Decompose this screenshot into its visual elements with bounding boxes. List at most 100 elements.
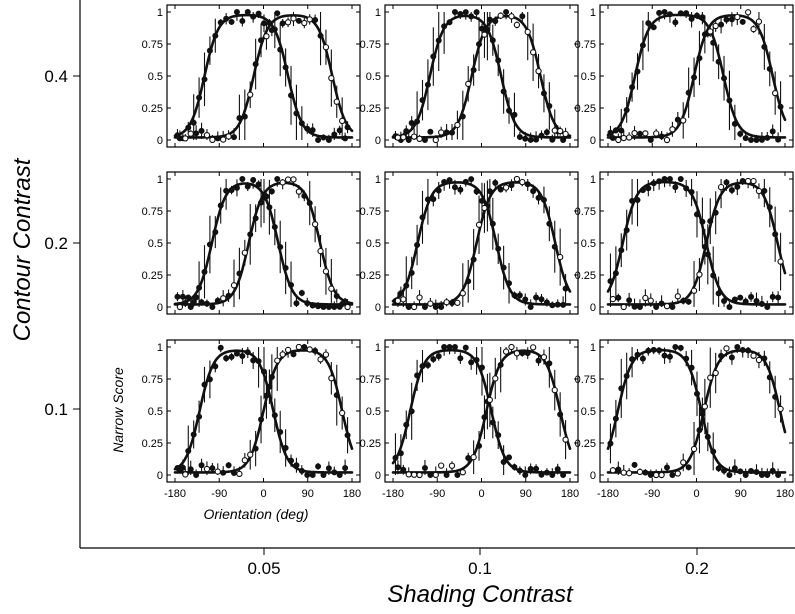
data-point xyxy=(609,295,617,303)
data-point xyxy=(239,175,246,182)
data-point xyxy=(615,294,622,301)
data-point xyxy=(427,128,434,135)
data-point xyxy=(468,359,475,366)
data-point xyxy=(446,343,453,350)
data-point xyxy=(325,303,332,310)
data-point xyxy=(465,278,472,285)
data-point xyxy=(271,412,278,419)
data-point xyxy=(282,264,289,271)
data-point xyxy=(554,301,561,308)
data-point xyxy=(451,343,458,350)
data-point xyxy=(462,178,469,185)
data-point xyxy=(344,124,351,131)
data-point xyxy=(500,264,507,271)
data-point xyxy=(513,350,521,357)
panel-y-tick-label: 0.25 xyxy=(142,103,163,115)
panel-y-tick-label: 1 xyxy=(157,174,163,186)
data-point xyxy=(562,285,569,292)
data-point xyxy=(500,458,507,465)
data-point xyxy=(185,124,192,131)
data-point xyxy=(620,469,627,476)
data-point xyxy=(190,431,197,438)
data-point xyxy=(408,269,415,276)
data-point xyxy=(470,256,477,263)
data-point xyxy=(408,120,415,127)
fit-curve-b xyxy=(173,349,354,474)
data-point xyxy=(562,436,569,443)
outer-y-tick-label: 0.2 xyxy=(44,234,68,253)
data-point xyxy=(664,464,671,471)
panel-y-tick-label: 0.5 xyxy=(148,406,163,418)
data-point xyxy=(344,432,351,439)
data-point xyxy=(475,221,483,228)
data-point xyxy=(312,347,319,354)
data-point xyxy=(454,299,461,306)
data-point xyxy=(312,16,319,23)
panel-y-tick-label: 0.75 xyxy=(142,39,163,51)
data-point xyxy=(718,352,725,359)
data-point xyxy=(688,189,695,196)
panel-y-tick-label: 0.75 xyxy=(360,374,381,386)
data-point xyxy=(634,68,641,75)
data-point xyxy=(478,197,485,204)
data-point xyxy=(620,303,627,311)
data-point xyxy=(737,130,744,137)
data-point xyxy=(333,392,340,399)
data-point xyxy=(557,127,564,135)
data-point xyxy=(454,471,461,478)
data-point xyxy=(209,303,216,310)
data-point xyxy=(435,37,442,44)
data-point xyxy=(468,13,475,20)
data-point xyxy=(333,98,340,105)
data-point xyxy=(187,303,194,310)
data-point xyxy=(419,97,426,104)
data-point xyxy=(712,22,719,30)
data-point xyxy=(533,465,540,472)
data-point xyxy=(247,451,254,458)
data-point xyxy=(255,10,262,17)
data-point xyxy=(233,350,240,357)
panel-y-tick-label: 0.5 xyxy=(366,406,381,418)
data-point xyxy=(230,282,238,289)
data-point xyxy=(753,136,760,143)
data-point xyxy=(301,343,308,350)
data-point xyxy=(448,462,456,469)
panel-x-tick-label: 90 xyxy=(735,488,747,500)
data-point xyxy=(739,177,746,184)
data-point xyxy=(508,343,515,351)
panel-x-tick-label: -180 xyxy=(597,488,619,500)
data-point xyxy=(295,188,303,195)
data-point xyxy=(758,300,765,307)
data-point xyxy=(540,353,548,361)
data-point xyxy=(642,469,649,476)
data-point xyxy=(731,465,738,472)
data-point xyxy=(295,343,303,351)
data-point xyxy=(239,352,246,359)
data-point xyxy=(333,292,340,299)
data-point xyxy=(527,465,534,472)
data-point xyxy=(421,464,428,471)
data-point xyxy=(543,299,550,306)
data-point xyxy=(636,303,643,310)
data-point xyxy=(293,110,300,117)
data-point xyxy=(325,465,332,472)
data-point xyxy=(699,14,706,21)
data-point xyxy=(182,300,189,307)
data-point xyxy=(704,251,711,258)
data-point xyxy=(214,297,221,304)
data-point xyxy=(298,290,305,297)
panel-y-axis-title: Narrow Score xyxy=(110,367,126,453)
data-point xyxy=(339,409,346,417)
data-point xyxy=(726,97,733,104)
data-point xyxy=(266,204,273,211)
data-point xyxy=(618,247,625,254)
data-point xyxy=(446,177,453,184)
data-point xyxy=(416,294,423,301)
data-point xyxy=(562,130,569,138)
data-point xyxy=(744,177,752,185)
data-point xyxy=(430,53,437,60)
data-point xyxy=(701,31,708,38)
data-point xyxy=(306,16,313,23)
data-point xyxy=(744,9,752,16)
data-point xyxy=(441,343,448,350)
